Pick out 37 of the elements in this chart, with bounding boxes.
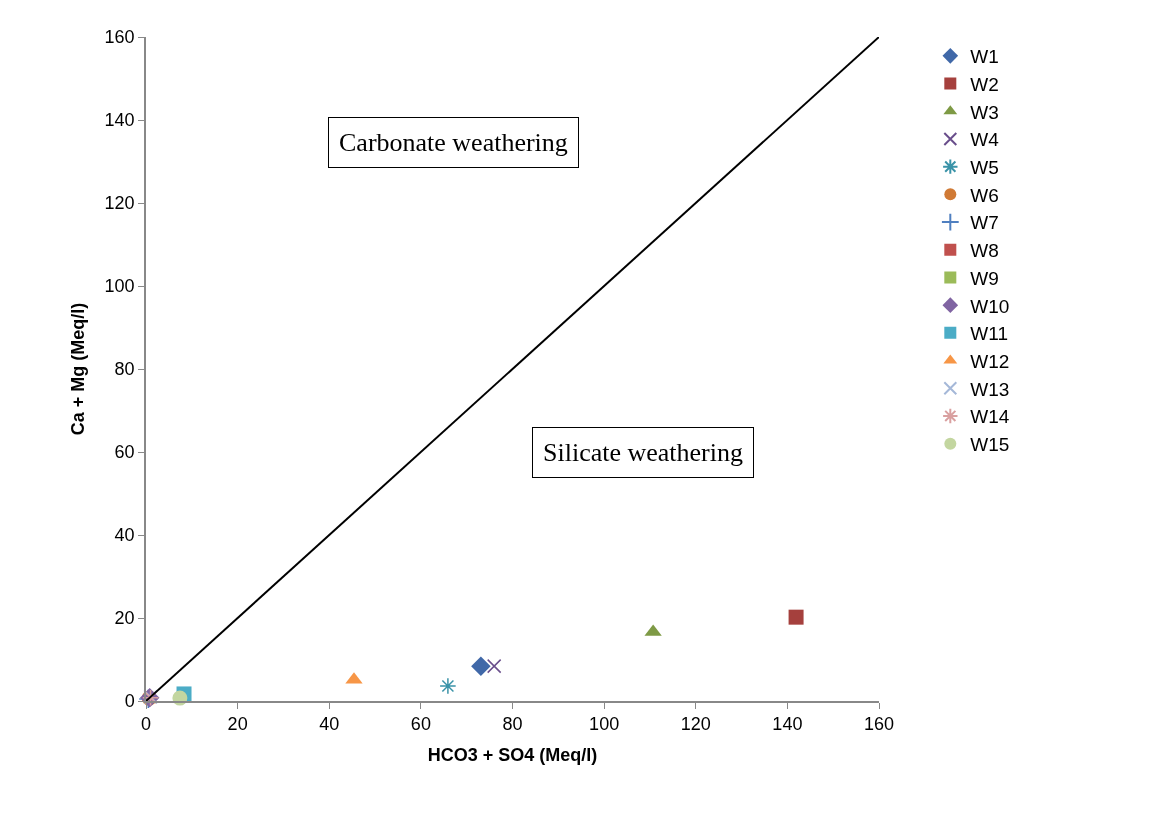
x-axis-title: HCO3 + SO4 (Meq/l): [427, 744, 598, 765]
legend-label: W2: [970, 73, 999, 95]
y-tick-label: 140: [104, 110, 135, 131]
y-tick-label: 120: [104, 193, 135, 214]
x-tick-label: 100: [589, 714, 620, 735]
y-tick-label: 80: [114, 359, 135, 380]
legend-label: W11: [970, 323, 1008, 345]
legend-label: W6: [970, 184, 999, 206]
y-tick-label: 100: [104, 276, 135, 297]
y-tick-label: 160: [104, 27, 135, 48]
legend-label: W1: [970, 46, 999, 68]
x-tick-label: 160: [863, 714, 895, 735]
legend-label: W14: [970, 406, 1010, 428]
legend-label: W4: [970, 129, 1000, 151]
legend-label: W10: [970, 295, 1010, 317]
x-tick-label: 20: [227, 714, 248, 735]
y-tick-label: 0: [124, 691, 135, 712]
y-tick-label: 20: [114, 608, 135, 629]
legend-label: W3: [970, 101, 999, 123]
legend-label: W7: [970, 212, 999, 234]
legend-label: W15: [970, 434, 1010, 456]
x-tick-label: 120: [680, 714, 711, 735]
annotation: Silicate weathering: [543, 438, 743, 467]
legend-label: W13: [970, 378, 1010, 400]
x-tick-label: 80: [502, 714, 523, 735]
x-tick-label: 0: [140, 714, 152, 735]
legend-label: W8: [970, 240, 999, 262]
x-tick-label: 60: [410, 714, 431, 735]
legend-label: W9: [970, 267, 999, 289]
y-tick-label: 60: [114, 442, 135, 463]
x-tick-label: 40: [319, 714, 340, 735]
x-tick-label: 140: [772, 714, 803, 735]
annotation: Carbonate weathering: [339, 128, 568, 157]
y-axis-title: Ca + Mg (Meq/l): [68, 302, 89, 436]
legend-label: W5: [970, 157, 999, 179]
legend-label: W12: [970, 350, 1010, 372]
y-tick-label: 40: [114, 525, 135, 546]
